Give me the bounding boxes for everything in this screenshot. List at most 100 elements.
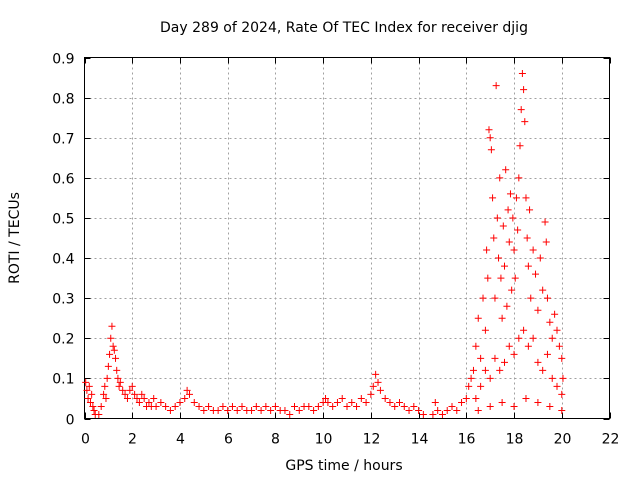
y-tick-label: 0.6	[52, 172, 74, 188]
data-point	[150, 394, 158, 402]
data-point	[516, 142, 524, 150]
data-point	[83, 386, 91, 394]
data-point	[532, 270, 540, 278]
data-point	[493, 214, 501, 222]
data-point	[489, 194, 497, 202]
data-point	[496, 366, 504, 374]
data-point	[481, 366, 489, 374]
data-point	[104, 362, 112, 370]
data-point	[205, 402, 213, 410]
data-point	[487, 146, 495, 154]
data-point	[499, 222, 507, 230]
data-point	[506, 190, 514, 198]
data-point	[486, 374, 494, 382]
data-point	[534, 306, 542, 314]
data-point	[348, 398, 356, 406]
data-point	[400, 402, 408, 410]
data-point	[477, 354, 485, 362]
data-point	[145, 398, 153, 406]
data-point	[536, 254, 544, 262]
data-point	[82, 378, 90, 386]
x-tick-labels: 0 2 4 6 8 10 12 14 16 18 20 22	[81, 432, 619, 448]
x-tick-label: 18	[506, 432, 524, 448]
data-point	[219, 402, 227, 410]
data-point	[501, 358, 508, 366]
data-point	[114, 374, 122, 382]
data-point	[541, 218, 549, 226]
data-point	[553, 382, 561, 390]
data-point	[462, 394, 470, 402]
data-point	[286, 410, 294, 418]
data-point	[88, 390, 96, 398]
data-point	[546, 402, 554, 410]
data-point	[553, 326, 561, 334]
data-point	[510, 246, 518, 254]
x-tick-label: 12	[363, 432, 381, 448]
data-point	[86, 398, 94, 406]
data-point	[472, 342, 480, 350]
data-point	[434, 406, 442, 414]
y-tick-labels: 0 0.1 0.2 0.3 0.4 0.5 0.6 0.7 0.8 0.9	[52, 52, 74, 429]
data-point	[396, 398, 403, 406]
data-point	[431, 398, 439, 406]
data-point	[110, 346, 118, 354]
data-point	[527, 294, 535, 302]
data-point	[453, 406, 461, 414]
y-tick-label: 0.7	[52, 132, 74, 148]
data-point	[95, 410, 103, 418]
data-point	[224, 406, 232, 414]
data-point	[508, 286, 516, 294]
data-point	[551, 310, 559, 318]
data-point	[510, 402, 518, 410]
data-point	[405, 406, 413, 414]
data-point	[474, 406, 482, 414]
data-point	[133, 394, 141, 402]
data-point	[498, 314, 506, 322]
data-point	[483, 246, 491, 254]
data-point	[195, 402, 203, 410]
data-point	[329, 402, 337, 410]
data-point	[529, 246, 537, 254]
y-tick-label: 0.9	[52, 52, 74, 68]
data-point	[546, 318, 554, 326]
data-point	[474, 314, 482, 322]
data-point	[498, 398, 506, 406]
data-point	[529, 334, 537, 342]
data-point	[131, 390, 139, 398]
y-tick-label: 0.2	[52, 332, 74, 348]
y-tick-label: 0.4	[52, 252, 74, 268]
x-tick-label: 8	[271, 432, 280, 448]
data-point	[548, 374, 556, 382]
data-point	[517, 106, 525, 114]
data-point	[534, 358, 542, 366]
data-point	[486, 402, 494, 410]
data-point	[89, 402, 97, 410]
data-point	[121, 390, 129, 398]
data-point	[524, 262, 532, 270]
x-tick-label: 20	[554, 432, 572, 448]
data-point	[372, 370, 380, 378]
data-point	[97, 402, 105, 410]
data-point	[291, 402, 298, 410]
x-tick-label: 10	[315, 432, 333, 448]
data-point	[472, 394, 480, 402]
data-point	[190, 398, 198, 406]
data-point	[503, 302, 511, 310]
x-tick-label: 16	[458, 432, 476, 448]
data-point	[391, 402, 399, 410]
data-point	[486, 134, 494, 142]
data-point	[353, 402, 361, 410]
data-point	[374, 378, 382, 386]
data-point	[539, 366, 547, 374]
data-point	[101, 382, 109, 390]
data-point	[186, 390, 193, 398]
data-point	[257, 406, 265, 414]
data-point	[112, 354, 120, 362]
data-point	[534, 398, 542, 406]
data-point	[171, 402, 179, 410]
data-point	[106, 350, 114, 358]
data-point	[438, 410, 446, 418]
data-point	[509, 214, 517, 222]
chart-title: Day 289 of 2024, Rate Of TEC Index for r…	[160, 20, 528, 36]
data-point	[176, 398, 184, 406]
